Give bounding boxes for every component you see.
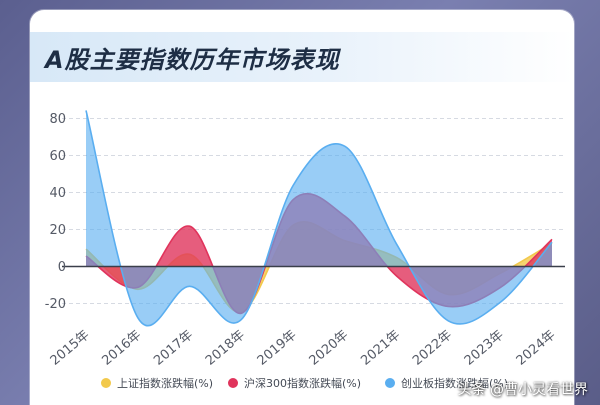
- x-tick-label: 2019年: [255, 328, 300, 369]
- y-tick-label: 80: [49, 112, 66, 127]
- y-tick-label: 40: [49, 186, 66, 201]
- legend-label: 上证指数涨跌幅(%): [117, 376, 213, 390]
- legend-swatch: [228, 378, 238, 388]
- x-tick-label: 2023年: [462, 328, 507, 369]
- legend-label: 创业板指数涨跌幅(%): [401, 376, 508, 390]
- legend-swatch: [385, 378, 395, 388]
- x-tick-layer: 2015年 2016年 2017年 2018年 2019年 2020年 2021年 2022年…: [48, 328, 559, 369]
- series-line-3: [85, 110, 553, 327]
- area-3: [86, 110, 552, 326]
- legend-swatch: [101, 378, 111, 388]
- title-band: A股主要指数历年市场表现: [30, 32, 574, 82]
- y-tick-layer: 80 60 40 20 0 -20: [45, 112, 66, 312]
- legend: 上证指数涨跌幅(%) 沪深300指数涨跌幅(%) 创业板指数涨跌幅(%): [101, 376, 508, 390]
- x-tick-label: 2016年: [99, 328, 144, 369]
- watermark: 头条 @曹小灵看世界: [457, 382, 588, 398]
- x-tick-label: 2020年: [307, 328, 352, 369]
- x-tick-label: 2018年: [203, 328, 248, 369]
- y-tick-label: -20: [45, 297, 66, 312]
- y-tick-label: 60: [49, 149, 66, 164]
- y-tick-label: 20: [49, 223, 66, 238]
- chart-title: A股主要指数历年市场表现: [45, 46, 340, 74]
- x-tick-label: 2015年: [48, 328, 93, 369]
- y-tick-label: 0: [58, 260, 66, 275]
- chart-card: A股主要指数历年市场表现: [30, 10, 574, 405]
- x-tick-label: 2022年: [410, 328, 455, 369]
- x-tick-label: 2021年: [358, 328, 403, 369]
- x-tick-label: 2017年: [151, 328, 196, 369]
- legend-label: 沪深300指数涨跌幅(%): [244, 376, 361, 390]
- x-tick-label: 2024年: [514, 328, 559, 369]
- area-layer: [85, 110, 553, 327]
